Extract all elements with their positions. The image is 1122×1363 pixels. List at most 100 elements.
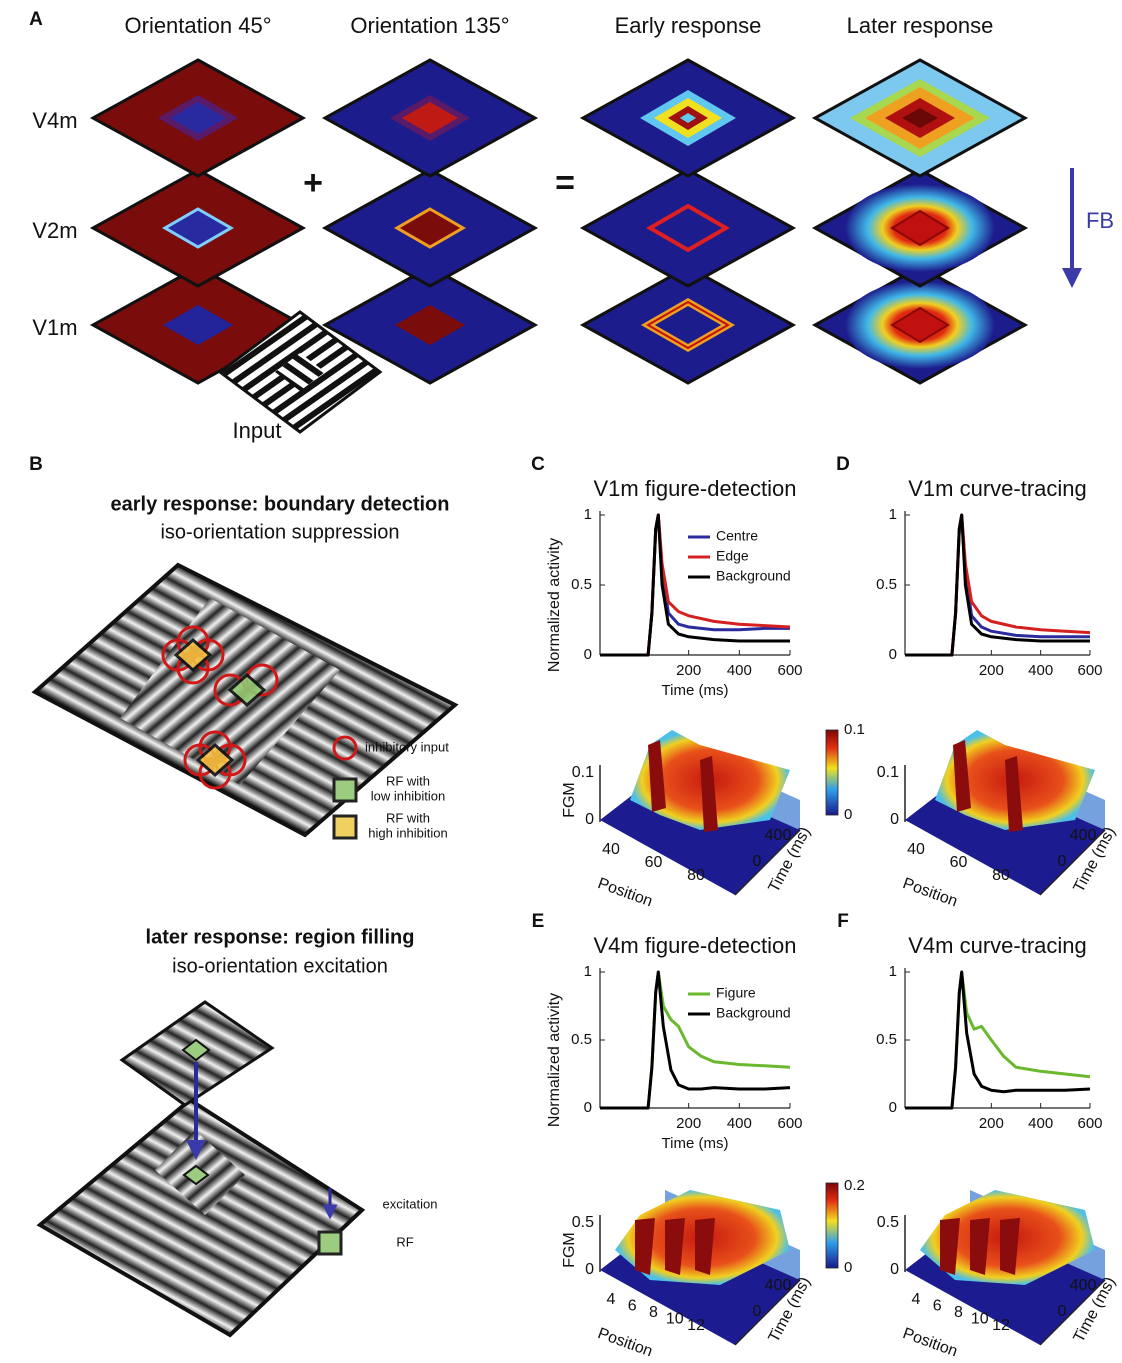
x-axis-label: Position	[595, 1325, 654, 1360]
y-tick-label: 0	[753, 853, 762, 870]
column-header: Orientation 135°	[350, 13, 509, 38]
legend-label: high inhibition	[368, 825, 448, 840]
y-tick-label: 1	[584, 506, 592, 523]
column-header: Orientation 45°	[125, 13, 272, 38]
series-line	[905, 513, 1090, 657]
x-tick-label: 400	[1028, 1115, 1053, 1132]
surface-ridge	[953, 740, 971, 812]
y-axis-3d	[734, 1279, 801, 1346]
x-tick-label: 80	[992, 867, 1010, 884]
z-tick-label: 0.5	[572, 1214, 594, 1231]
row-label: V2m	[32, 218, 77, 243]
surface-ridge	[665, 1218, 685, 1275]
layer	[393, 207, 467, 249]
layer	[161, 207, 235, 249]
x-tick-label: 600	[777, 1115, 802, 1132]
y-tick-label: 0	[584, 646, 592, 663]
panel-label: A	[29, 9, 43, 30]
z-tick-label: 0.1	[877, 764, 899, 781]
legend-label: low inhibition	[371, 788, 445, 803]
y-tick-label: 400	[1070, 1277, 1097, 1294]
feedback-label: FB	[1086, 208, 1114, 233]
y-tick-label: 400	[765, 1277, 792, 1294]
panel-label: E	[532, 911, 545, 932]
y-axis-3d	[1039, 1279, 1106, 1346]
y-tick-label: 1	[889, 963, 897, 980]
surface-ridge	[648, 740, 666, 812]
z-tick-label: 0	[890, 1261, 899, 1278]
y-axis-label: Normalized activity	[546, 993, 563, 1127]
colorbar-tick-label: 0	[844, 806, 852, 823]
legend-swatch	[317, 1230, 343, 1256]
layer	[645, 300, 731, 350]
y-tick-label: 0	[584, 1099, 592, 1116]
surface-ridge	[940, 1218, 960, 1275]
layer	[902, 108, 938, 128]
x-tick-label: 60	[645, 854, 663, 871]
row-label: V4m	[32, 108, 77, 133]
colorbar	[825, 1182, 839, 1269]
series-line	[905, 513, 1090, 657]
colorbar-tick-label: 0	[844, 1259, 852, 1276]
row-label: V1m	[32, 315, 77, 340]
panel-label: F	[837, 911, 849, 932]
x-tick-label: 4	[607, 1291, 616, 1308]
rf	[173, 637, 213, 673]
chart-title: V1m figure-detection	[594, 476, 797, 501]
z-tick-label: 0.5	[877, 1214, 899, 1231]
x-axis-label: Time (ms)	[662, 1135, 729, 1152]
legend-label: excitation	[383, 1196, 438, 1211]
rf	[227, 672, 267, 708]
legend-ring	[332, 735, 358, 761]
x-tick-label: 600	[777, 662, 802, 679]
y-tick-label: 0.5	[876, 576, 897, 593]
layer	[395, 305, 465, 345]
x-tick-label: 400	[727, 1115, 752, 1132]
y-tick-label: 0.5	[876, 1031, 897, 1048]
series-line	[905, 970, 1091, 1110]
x-tick-label: 4	[912, 1291, 921, 1308]
z-tick-label: 0	[585, 1261, 594, 1278]
chart-title: V4m figure-detection	[594, 933, 797, 958]
surface-ridge	[695, 1218, 715, 1275]
x-tick-label: 8	[954, 1304, 963, 1321]
rf	[195, 742, 235, 778]
rf	[181, 1038, 211, 1062]
surface-ridge	[1005, 756, 1023, 832]
rf	[182, 1164, 210, 1186]
chart-title: V4m curve-tracing	[908, 933, 1087, 958]
surface-ridge	[970, 1218, 990, 1275]
x-tick-label: 600	[1077, 1115, 1102, 1132]
colorbar-tick-label: 0.2	[844, 1177, 865, 1194]
colorbar-tick-label: 0.1	[844, 721, 865, 738]
y-tick-label: 0.5	[571, 576, 592, 593]
z-axis-label: FGM	[561, 782, 578, 818]
x-tick-label: 12	[992, 1317, 1010, 1334]
section-title: early response: boundary detection	[111, 493, 450, 515]
x-tick-label: 40	[602, 841, 620, 858]
y-tick-label: 0.5	[571, 1031, 592, 1048]
x-tick-label: 200	[676, 662, 701, 679]
input-figure	[275, 353, 325, 391]
panel-label: D	[836, 454, 850, 475]
x-tick-label: 6	[628, 1298, 637, 1315]
z-tick-label: 0	[585, 811, 594, 828]
x-axis-label: Position	[595, 875, 654, 910]
z-axis-label: FGM	[561, 1232, 578, 1268]
legend-label: RF with	[386, 773, 430, 788]
y-tick-label: 400	[1070, 827, 1097, 844]
column-header: Early response	[615, 13, 762, 38]
y-tick-label: 0	[889, 1099, 897, 1116]
input-label: Input	[233, 418, 282, 443]
layer	[579, 265, 797, 385]
y-tick-label: 1	[889, 506, 897, 523]
layer	[170, 102, 226, 134]
x-axis-label: Position	[900, 1325, 959, 1360]
x-tick-label: 600	[1077, 662, 1102, 679]
x-tick-label: 10	[666, 1311, 684, 1328]
legend-label: Figure	[716, 985, 756, 1001]
x-tick-label: 60	[950, 854, 968, 871]
layer	[163, 305, 233, 345]
surface-ridge	[700, 756, 718, 832]
layer	[890, 306, 950, 344]
